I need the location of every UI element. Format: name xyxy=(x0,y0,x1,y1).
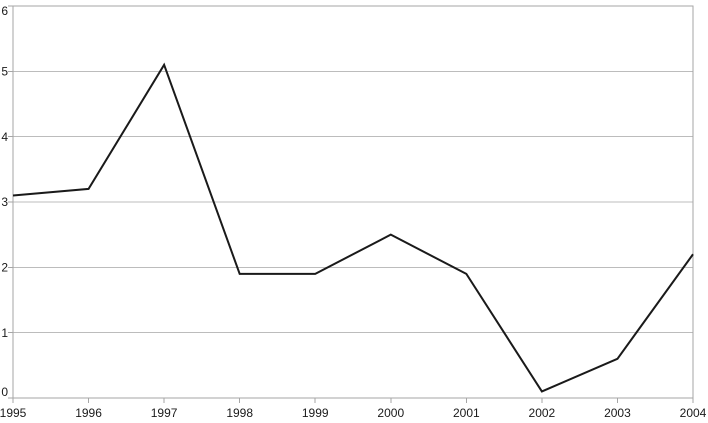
x-tick-label: 1999 xyxy=(302,406,329,420)
y-tick-label: 3 xyxy=(1,195,8,209)
x-tick-label: 2004 xyxy=(680,406,707,420)
x-tick-label: 2002 xyxy=(529,406,556,420)
x-tick-label: 1998 xyxy=(226,406,253,420)
y-tick-label: 6 xyxy=(1,4,8,18)
x-tick-label: 1996 xyxy=(75,406,102,420)
x-tick-label: 2000 xyxy=(377,406,404,420)
x-tick-label: 2003 xyxy=(604,406,631,420)
data-line-series xyxy=(12,62,694,393)
y-tick-label: 4 xyxy=(1,130,8,144)
y-tick-label: 0 xyxy=(1,385,8,399)
x-tick-label: 1997 xyxy=(151,406,178,420)
y-tick-label: 1 xyxy=(1,326,8,340)
y-tick-label: 5 xyxy=(1,65,8,79)
x-tick-label: 2001 xyxy=(453,406,480,420)
y-tick-label: 2 xyxy=(1,261,8,275)
x-tick-label: 1995 xyxy=(0,406,27,420)
